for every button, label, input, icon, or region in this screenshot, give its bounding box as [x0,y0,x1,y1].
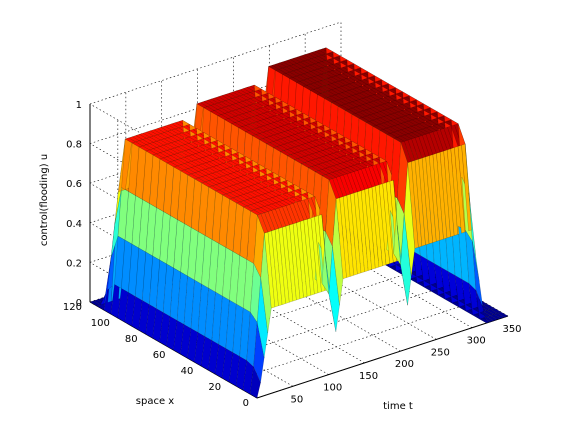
surface [89,47,509,399]
surface-patch [497,311,509,318]
z-tick-label: 0.2 [66,258,82,269]
tick-labels: 5010015020025030035002040608010012000.20… [63,100,522,409]
x-axis-label: time t [383,401,413,412]
z-tick-label: 0 [76,298,82,309]
y-tick-label: 60 [153,350,166,361]
x-tick-label: 150 [359,371,378,382]
z-axis-label: control(flooding) u [39,154,50,246]
y-tick-label: 20 [208,382,221,393]
grid-line [229,299,481,383]
x-tick-label: 200 [395,359,414,370]
z-tick-label: 0.8 [66,140,82,151]
x-tick-label: 350 [502,324,521,335]
y-tick-label: 100 [91,318,110,329]
z-tick-label: 0.4 [66,219,82,230]
x-tick-label: 250 [431,347,450,358]
x-tick-label: 100 [323,383,342,394]
y-tick-label: 80 [125,334,138,345]
x-axis-line [256,315,509,399]
grid-line [89,21,342,105]
z-tick-label: 1 [76,100,82,111]
surface-patch [490,307,502,314]
y-axis-label: space x [136,396,175,407]
x-tick-label: 50 [290,394,303,405]
y-tick-label: 0 [243,398,249,409]
x-tick-label: 300 [467,336,486,347]
y-tick-label: 120 [63,302,82,313]
z-tick-label: 0.6 [66,179,82,190]
surface-patch [483,303,495,310]
y-tick-label: 40 [181,366,194,377]
